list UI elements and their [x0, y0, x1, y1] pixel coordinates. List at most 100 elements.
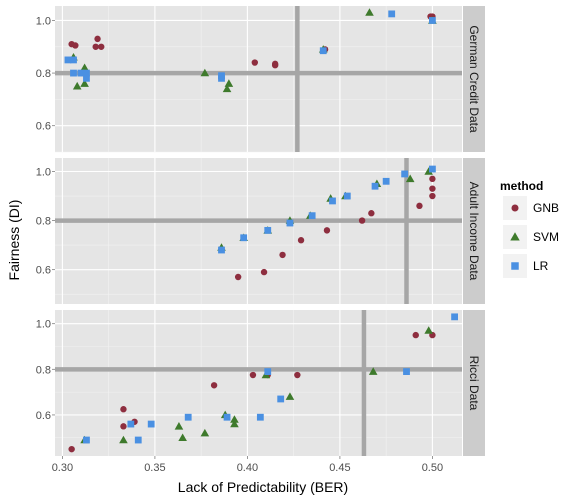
data-point-lr — [429, 165, 436, 173]
legend-label-lr: LR — [533, 259, 549, 273]
data-point-gnb — [72, 42, 79, 49]
data-point-svm — [174, 422, 184, 430]
data-point-lr — [64, 56, 72, 64]
data-point-svm — [405, 174, 415, 183]
panel-background — [55, 310, 462, 456]
data-point-gnb — [68, 445, 75, 453]
facet-panels: 0.6 0.8 1.0 German Credit Data 0.6 0.8 1.0 Adul… — [36, 6, 485, 456]
data-point-gnb — [297, 237, 305, 244]
y-axis-title: Fairness (DI) — [6, 200, 22, 281]
panel-background — [55, 158, 462, 304]
legend: method GNB SVM LR — [500, 179, 559, 278]
x-tick-label: 0.45 — [329, 462, 350, 474]
facet-strip-label: Ricci Data — [467, 356, 481, 411]
y-tick-label: 0.6 — [36, 121, 51, 133]
legend-keys: GNB SVM LR — [503, 196, 559, 278]
data-point-lr — [70, 56, 77, 64]
data-point-gnb — [120, 423, 127, 430]
y-tick-label: 0.6 — [36, 265, 51, 277]
legend-marker-gnb — [511, 204, 519, 212]
data-point-lr — [343, 192, 351, 200]
data-point-lr — [451, 313, 458, 321]
data-point-gnb — [416, 202, 423, 210]
data-point-gnb — [94, 35, 101, 43]
data-point-lr — [264, 226, 272, 234]
data-point-svm — [222, 84, 232, 93]
data-point-gnb — [368, 210, 375, 217]
data-point-svm — [224, 79, 234, 87]
facet-strip-label: German Credit Data — [467, 25, 481, 133]
x-axis-title: Lack of Predictability (BER) — [178, 479, 348, 495]
data-point-svm — [80, 63, 89, 72]
legend-item-lr: LR — [503, 254, 549, 278]
data-point-gnb — [260, 268, 268, 276]
data-point-lr — [147, 420, 155, 428]
data-point-lr — [286, 219, 294, 227]
legend-marker-lr — [511, 262, 519, 270]
data-point-gnb — [429, 192, 436, 200]
series-lr — [83, 313, 458, 444]
data-point-gnb — [92, 43, 99, 50]
data-point-lr — [264, 368, 272, 375]
data-point-svm — [200, 68, 210, 77]
y-tick-label: 0.8 — [36, 68, 51, 80]
facet-strip — [463, 158, 485, 304]
data-point-gnb — [323, 227, 331, 234]
legend-marker-svm — [510, 232, 520, 241]
data-point-lr — [184, 413, 192, 421]
data-point-lr — [329, 197, 336, 205]
data-point-gnb — [98, 43, 105, 50]
data-point-lr — [371, 182, 379, 190]
data-point-lr — [70, 69, 77, 77]
data-point-gnb — [429, 175, 436, 183]
legend-label-gnb: GNB — [533, 201, 559, 215]
facet-panel-adult-income-data: 0.6 0.8 1.0 Adult Income Data — [36, 158, 485, 304]
data-point-lr — [83, 69, 90, 77]
y-tick-label: 1.0 — [36, 15, 51, 27]
data-point-lr — [218, 246, 225, 254]
data-point-lr — [403, 368, 410, 375]
data-point-lr — [77, 69, 85, 77]
data-point-gnb — [249, 371, 257, 379]
x-tick-label: 0.35 — [144, 462, 165, 474]
data-point-svm — [72, 81, 82, 90]
data-point-lr — [240, 234, 248, 242]
y-tick-label: 0.8 — [36, 364, 51, 376]
data-point-svm — [365, 8, 374, 16]
data-point-svm — [119, 435, 128, 444]
x-tick-label: 0.30 — [52, 462, 73, 474]
data-point-lr — [388, 10, 396, 18]
data-point-gnb — [120, 406, 127, 413]
data-point-gnb — [294, 371, 301, 379]
x-tick-label: 0.50 — [422, 462, 443, 474]
data-point-svm — [80, 79, 89, 87]
data-point-svm — [285, 392, 295, 400]
data-point-gnb — [234, 273, 242, 281]
data-point-lr — [401, 170, 409, 178]
x-tick-label: 0.40 — [237, 462, 258, 474]
data-point-svm — [230, 415, 239, 423]
panel-background — [55, 6, 462, 152]
legend-label-svm: SVM — [533, 230, 559, 244]
data-point-gnb — [412, 331, 419, 339]
data-point-lr — [83, 436, 90, 444]
legend-item-svm: SVM — [503, 225, 559, 249]
facet-strip — [463, 310, 485, 456]
data-point-gnb — [429, 185, 436, 192]
y-tick-label: 0.8 — [36, 216, 51, 228]
data-point-gnb — [358, 217, 366, 224]
data-point-svm — [200, 428, 210, 437]
data-point-lr — [319, 47, 327, 55]
series-lr — [64, 10, 436, 82]
series-lr — [218, 165, 436, 254]
y-tick-label: 1.0 — [36, 319, 51, 331]
facet-panel-ricci-data: 0.6 0.8 1.0 Ricci Data — [36, 310, 485, 456]
facet-strip — [463, 6, 485, 152]
data-point-lr — [127, 420, 135, 428]
series-svm — [80, 326, 433, 444]
data-point-gnb — [271, 60, 279, 68]
y-tick-label: 0.6 — [36, 410, 51, 422]
data-point-svm — [230, 419, 239, 428]
data-point-lr — [382, 177, 390, 185]
